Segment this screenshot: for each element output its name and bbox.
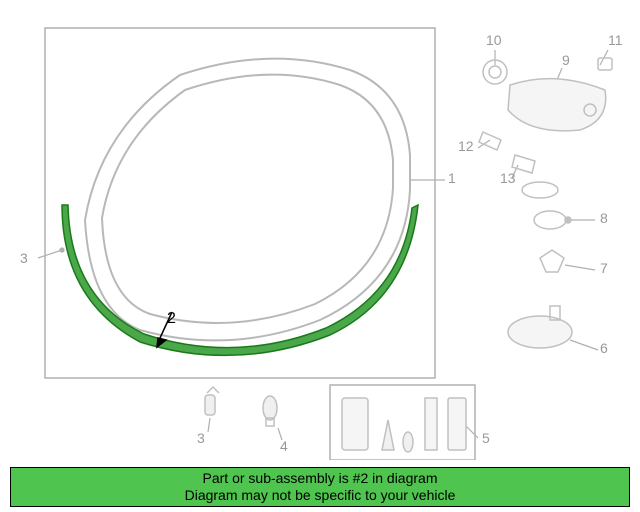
callout-4: 4 [280,438,288,454]
footer-line2: Diagram may not be specific to your vehi… [185,487,456,504]
callout-9: 9 [562,52,570,68]
main-diagram-box [45,28,435,378]
callout-12: 12 [458,138,474,154]
parts-diagram: 1 2 3 3 4 5 6 7 8 9 10 11 12 13 [10,10,630,460]
callout-11: 11 [608,32,623,48]
callout-5: 5 [482,430,490,446]
diagram-svg [10,10,630,460]
footer-banner: Part or sub-assembly is #2 in diagram Di… [10,467,630,507]
callout-2: 2 [167,310,176,328]
callout-8: 8 [600,210,608,226]
callout-3-bottom: 3 [197,430,205,446]
footer-line1: Part or sub-assembly is #2 in diagram [203,470,438,487]
callout-6: 6 [600,340,608,356]
callout-3-left: 3 [20,250,28,266]
callout-10: 10 [486,32,502,48]
callout-13: 13 [500,170,516,186]
callout-7: 7 [600,260,608,276]
callout-1: 1 [448,170,456,186]
